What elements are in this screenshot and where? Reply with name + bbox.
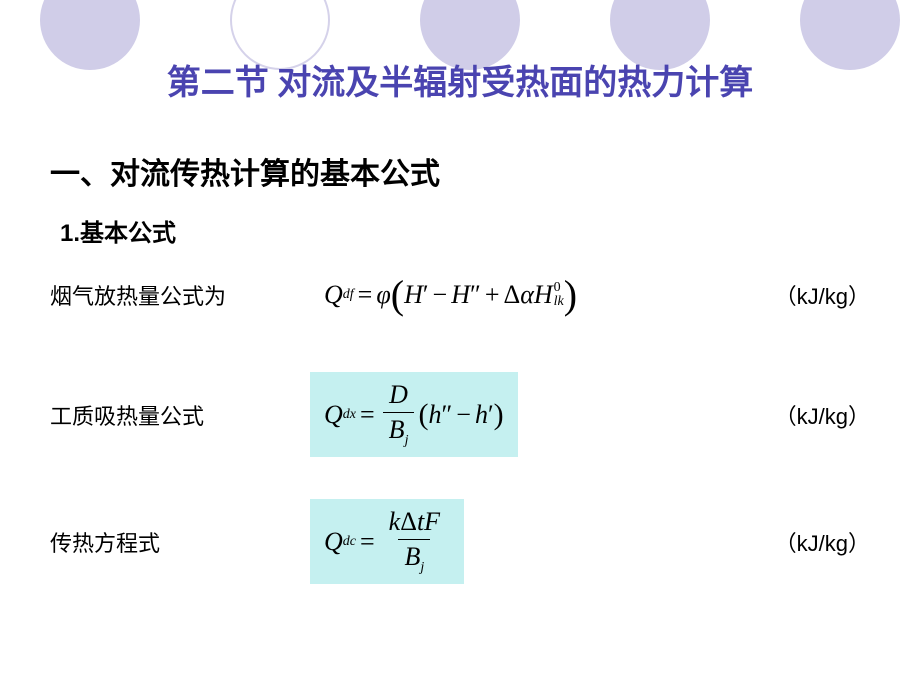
section-heading: 一、对流传热计算的基本公式 bbox=[50, 149, 870, 193]
formula-row-1: 烟气放热量公式为 Qdf = φ ( H′ − H″ + ΔαH0lk ) （k… bbox=[50, 260, 870, 330]
slide-content: 第二节 对流及半辐射受热面的热力计算 一、对流传热计算的基本公式 1.基本公式 … bbox=[0, 0, 920, 584]
row3-unit: （kJ/kg） bbox=[775, 526, 870, 558]
row2-label: 工质吸热量公式 bbox=[50, 399, 310, 431]
formula-qdx: Qdx = D Bj ( h″ − h′ ) bbox=[310, 372, 518, 457]
slide-title: 第二节 对流及半辐射受热面的热力计算 bbox=[50, 55, 870, 104]
formula-row-3: 传热方程式 Qdc = kΔtF Bj （kJ/kg） bbox=[50, 499, 870, 584]
formula-qdc: Qdc = kΔtF Bj bbox=[310, 499, 464, 584]
row1-unit: （kJ/kg） bbox=[775, 279, 870, 311]
row2-unit: （kJ/kg） bbox=[775, 399, 870, 431]
row3-label: 传热方程式 bbox=[50, 526, 310, 558]
row1-label: 烟气放热量公式为 bbox=[50, 279, 310, 311]
formula-qdf: Qdf = φ ( H′ − H″ + ΔαH0lk ) bbox=[310, 271, 591, 319]
formula-row-2: 工质吸热量公式 Qdx = D Bj ( h″ − h′ ) （kJ/kg） bbox=[50, 372, 870, 457]
sub-heading: 1.基本公式 bbox=[60, 213, 870, 248]
